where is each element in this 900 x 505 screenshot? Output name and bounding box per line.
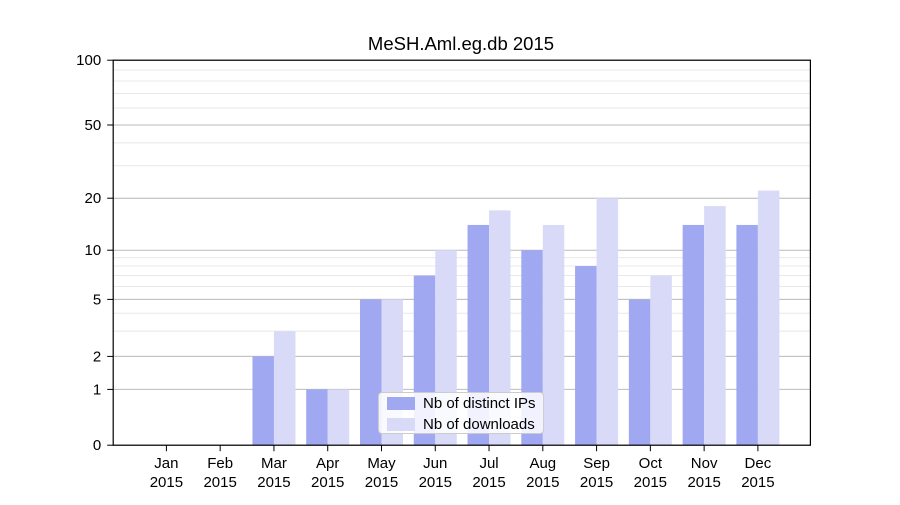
svg-text:5: 5 [93, 291, 101, 308]
svg-text:Dec: Dec [745, 455, 772, 472]
svg-text:1: 1 [93, 381, 101, 398]
svg-text:2015: 2015 [526, 474, 559, 491]
svg-text:Oct: Oct [639, 455, 663, 472]
svg-text:2015: 2015 [365, 474, 398, 491]
svg-text:2015: 2015 [419, 474, 452, 491]
svg-text:Aug: Aug [529, 455, 556, 472]
svg-text:Jun: Jun [423, 455, 447, 472]
svg-text:20: 20 [85, 190, 102, 207]
svg-text:Jan: Jan [154, 455, 178, 472]
svg-text:2015: 2015 [687, 474, 720, 491]
svg-text:2: 2 [93, 348, 101, 365]
svg-text:100: 100 [76, 52, 101, 69]
svg-text:Feb: Feb [207, 455, 233, 472]
svg-text:2015: 2015 [311, 474, 344, 491]
svg-text:2015: 2015 [472, 474, 505, 491]
svg-text:Nov: Nov [691, 455, 718, 472]
svg-text:Jul: Jul [479, 455, 498, 472]
svg-text:50: 50 [85, 117, 102, 134]
svg-text:2015: 2015 [257, 474, 290, 491]
svg-text:0: 0 [93, 437, 101, 454]
svg-text:2015: 2015 [580, 474, 613, 491]
svg-text:2015: 2015 [203, 474, 236, 491]
svg-text:May: May [367, 455, 396, 472]
svg-text:Mar: Mar [261, 455, 287, 472]
svg-text:2015: 2015 [634, 474, 667, 491]
svg-text:2015: 2015 [150, 474, 183, 491]
svg-text:10: 10 [85, 242, 102, 259]
svg-text:Sep: Sep [583, 455, 610, 472]
svg-text:Apr: Apr [316, 455, 339, 472]
svg-text:2015: 2015 [741, 474, 774, 491]
svg-text:MeSH.Aml.eg.db 2015: MeSH.Aml.eg.db 2015 [368, 33, 554, 54]
